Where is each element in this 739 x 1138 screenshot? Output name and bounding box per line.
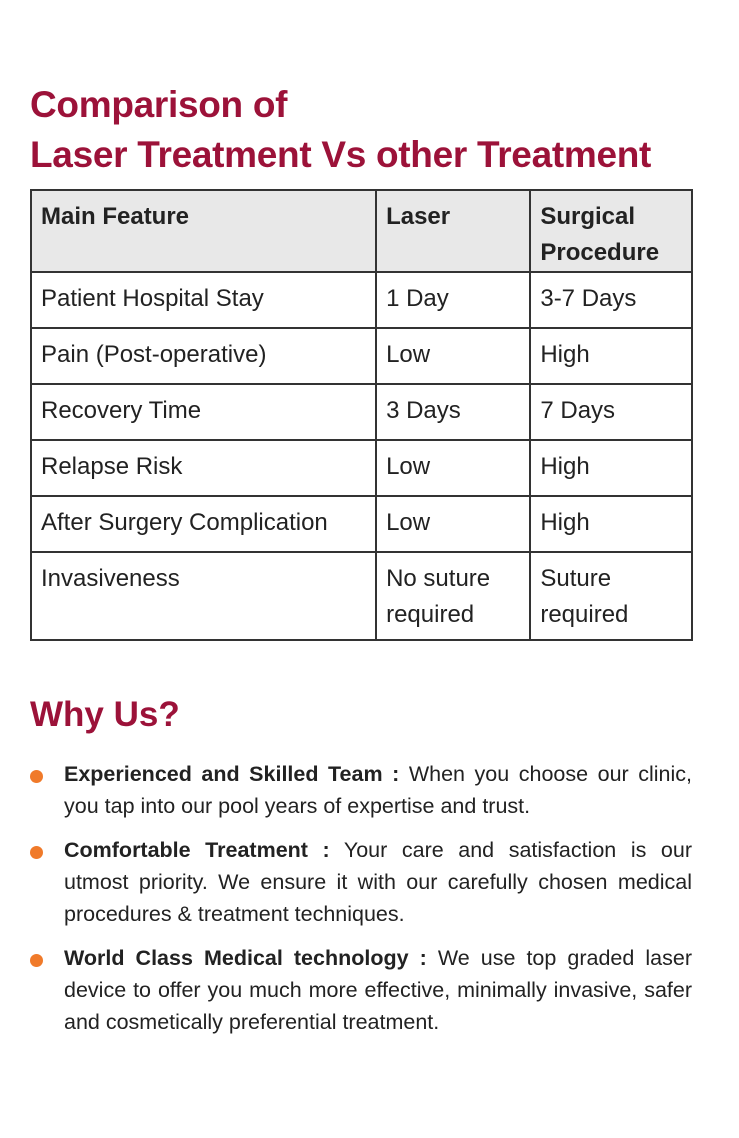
surgical-cell: High <box>529 495 693 553</box>
feature-cell: Recovery Time <box>29 383 378 441</box>
surgical-cell: 7 Days <box>529 383 693 441</box>
item-text: When you choose our clinic, you tap into… <box>64 762 692 818</box>
feature-cell: Invasiveness <box>29 551 378 641</box>
item-label: Comfortable Treatment : <box>64 838 330 862</box>
surgical-cell: High <box>529 439 693 497</box>
feature-cell: Relapse Risk <box>29 439 378 497</box>
title-line-2: Laser Treatment Vs other Treatment <box>30 134 652 175</box>
header-surgical: Surgical Procedure <box>529 189 693 273</box>
feature-cell: Pain (Post-operative) <box>29 327 378 385</box>
title-line-1: Comparison of <box>30 84 288 125</box>
table-row: Invasiveness No suture required Suture req… <box>29 551 693 641</box>
table-row: Recovery Time 3 Days 7 Days <box>29 383 693 441</box>
laser-cell: 1 Day <box>375 271 532 329</box>
table-row: After Surgery Complication Low High <box>29 495 693 553</box>
item-label: World Class Medical technology : <box>64 946 427 970</box>
bullet-icon <box>30 770 43 783</box>
laser-cell: Low <box>375 327 532 385</box>
laser-cell: 3 Days <box>375 383 532 441</box>
header-laser: Laser <box>375 189 532 273</box>
item-label: Experienced and Skilled Team : <box>64 762 400 786</box>
header-main-feature: Main Feature <box>29 189 378 273</box>
laser-cell: Low <box>375 495 532 553</box>
feature-cell: After Surgery Complication <box>29 495 378 553</box>
table-row: Patient Hospital Stay 1 Day 3-7 Days <box>29 271 693 329</box>
why-us-item: Experienced and Skilled Team : When you … <box>30 758 692 822</box>
why-us-list: Experienced and Skilled Team : When you … <box>30 758 692 1050</box>
surgical-cell: 3-7 Days <box>529 271 693 329</box>
feature-cell: Patient Hospital Stay <box>29 271 378 329</box>
item-text: Your care and satisfaction is our utmost… <box>64 838 692 926</box>
table-row: Relapse Risk Low High <box>29 439 693 497</box>
surgical-cell: Suture required <box>529 551 693 641</box>
surgical-cell: High <box>529 327 693 385</box>
why-us-item: World Class Medical technology : We use … <box>30 942 692 1038</box>
table-header-row: Main Feature Laser Surgical Procedure <box>29 189 693 273</box>
comparison-table: Main Feature Laser Surgical Procedure Pa… <box>29 189 693 641</box>
laser-cell: Low <box>375 439 532 497</box>
table-row: Pain (Post-operative) Low High <box>29 327 693 385</box>
page-title: Comparison of Laser Treatment Vs other T… <box>30 80 651 180</box>
bullet-icon <box>30 846 43 859</box>
laser-cell: No suture required <box>375 551 532 641</box>
item-text: We use top graded laser device to offer … <box>64 946 692 1034</box>
why-us-item: Comfortable Treatment : Your care and sa… <box>30 834 692 930</box>
why-us-heading: Why Us? <box>30 695 180 734</box>
bullet-icon <box>30 954 43 967</box>
